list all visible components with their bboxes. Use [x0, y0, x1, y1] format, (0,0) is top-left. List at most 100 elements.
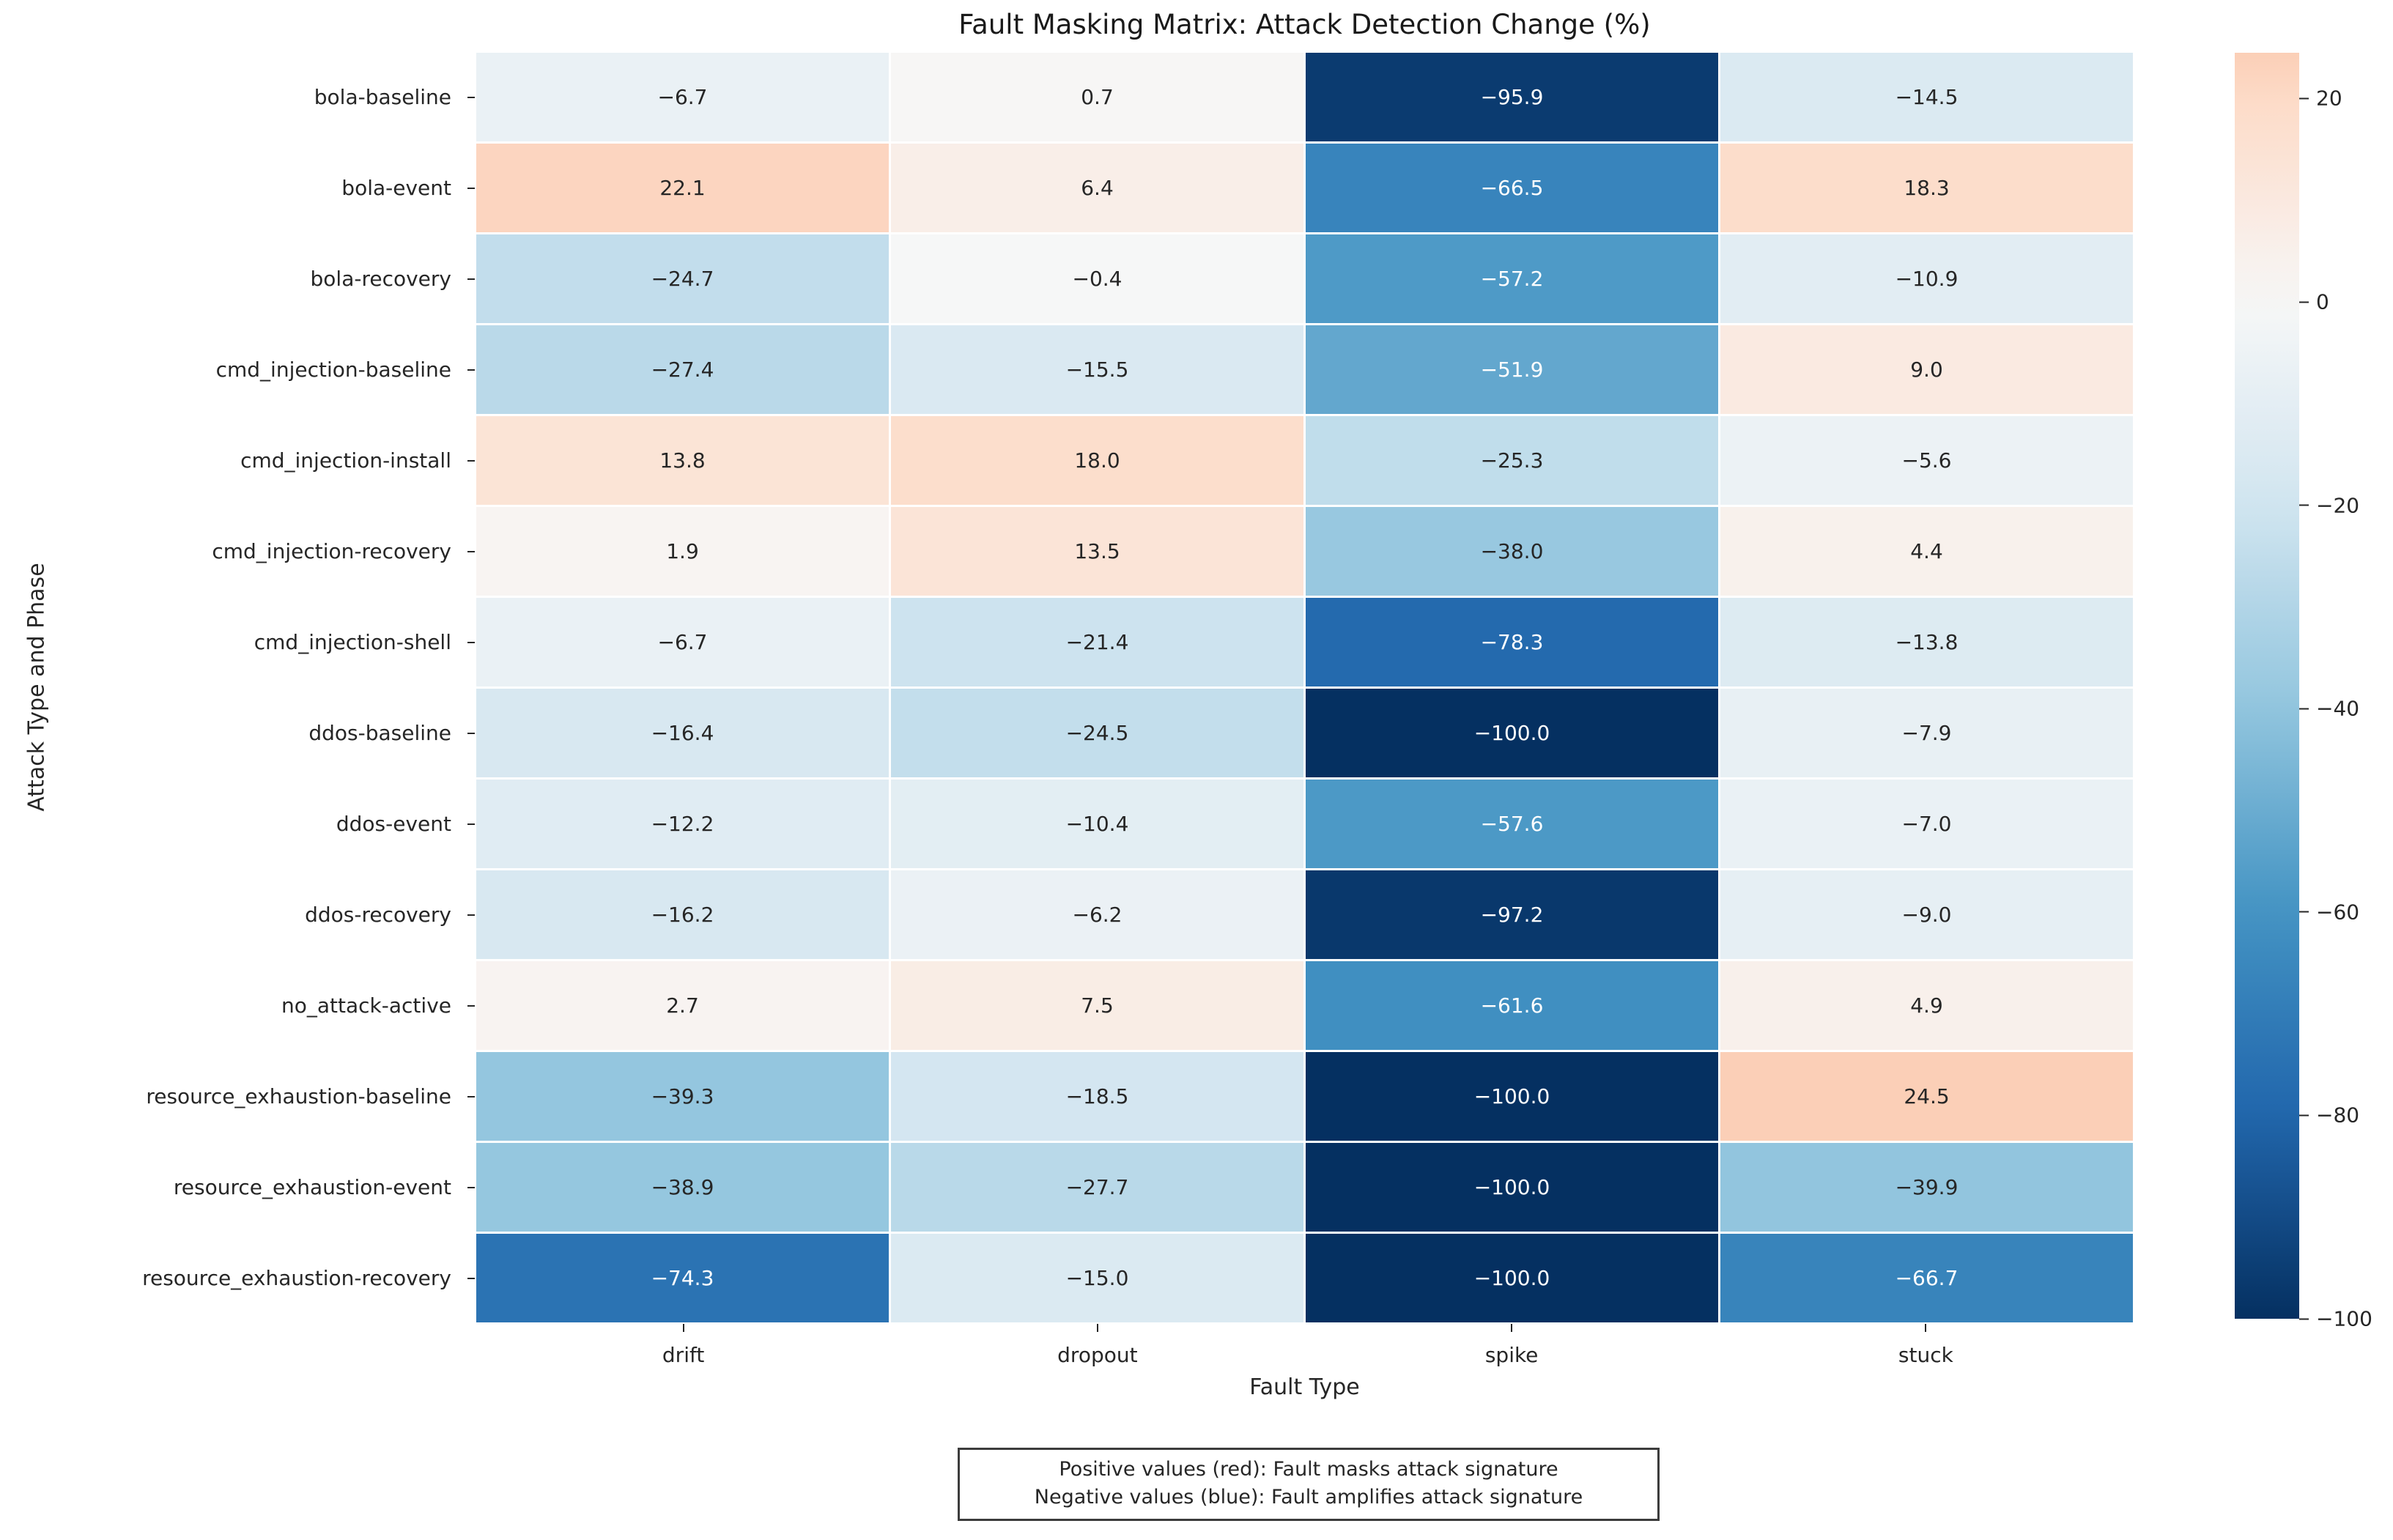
- y-tick-label: resource_exhaustion-event: [0, 1143, 475, 1232]
- heatmap-cell: −97.2: [1306, 870, 1718, 959]
- y-tick-label: ddos-recovery: [0, 870, 475, 959]
- colorbar-tick-mark: [2299, 708, 2309, 710]
- x-tick-labels: drift dropout spike stuck: [476, 1322, 2133, 1367]
- y-tick-mark: [467, 914, 475, 916]
- colorbar-tick-mark: [2299, 504, 2309, 506]
- y-tick-mark: [467, 369, 475, 371]
- colorbar-tick: 0: [2299, 290, 2329, 314]
- colorbar-tick: −100: [2299, 1307, 2372, 1331]
- heatmap-cell: 18.0: [891, 416, 1303, 505]
- heatmap-cell: −100.0: [1306, 689, 1718, 777]
- y-tick-mark: [467, 1186, 475, 1188]
- heatmap-cell: 22.1: [476, 144, 889, 232]
- heatmap-cell: −38.0: [1306, 507, 1718, 596]
- heatmap-cell: −57.6: [1306, 780, 1718, 868]
- y-tick-mark: [467, 823, 475, 825]
- heatmap-cell: −61.6: [1306, 961, 1718, 1050]
- heatmap-cell: −25.3: [1306, 416, 1718, 505]
- colorbar-tick-label: −100: [2316, 1306, 2372, 1331]
- y-tick-label: ddos-event: [0, 780, 475, 868]
- heatmap-cell: −27.7: [891, 1143, 1303, 1232]
- heatmap-cell: 18.3: [1720, 144, 2133, 232]
- x-tick-mark: [682, 1324, 684, 1332]
- colorbar-tick-label: 20: [2316, 86, 2342, 111]
- colorbar-tick-mark: [2299, 301, 2309, 303]
- colorbar-tick-mark: [2299, 911, 2309, 913]
- heatmap-cell: 1.9: [476, 507, 889, 596]
- heatmap-cell: −66.7: [1720, 1234, 2133, 1322]
- y-tick-mark: [467, 641, 475, 643]
- heatmap-cell: −10.4: [891, 780, 1303, 868]
- heatmap-cell: −7.9: [1720, 689, 2133, 777]
- heatmap-cell: 24.5: [1720, 1052, 2133, 1141]
- heatmap-cell: −13.8: [1720, 598, 2133, 686]
- heatmap-cell: 2.7: [476, 961, 889, 1050]
- x-tick-mark: [1096, 1324, 1098, 1332]
- y-tick-mark: [467, 732, 475, 734]
- colorbar-tick: −20: [2299, 493, 2359, 517]
- colorbar-tick: −80: [2299, 1103, 2359, 1128]
- y-tick-mark: [467, 459, 475, 462]
- heatmap-cell: −21.4: [891, 598, 1303, 686]
- colorbar-tick-mark: [2299, 1318, 2309, 1319]
- heatmap-cell: −10.9: [1720, 234, 2133, 323]
- colorbar-gradient: [2235, 53, 2299, 1319]
- heatmap-grid: −6.7 0.7 −95.9 −14.5 22.1 6.4 −66.5 18.3 −24.7 −0…: [476, 53, 2133, 1322]
- heatmap-cell: −57.2: [1306, 234, 1718, 323]
- colorbar-tick-label: −80: [2316, 1103, 2360, 1128]
- y-tick-label: bola-event: [0, 144, 475, 232]
- y-tick-mark: [467, 1004, 475, 1007]
- x-tick-label: dropout: [890, 1322, 1304, 1367]
- x-tick-label: spike: [1305, 1322, 1719, 1367]
- x-tick-label: stuck: [1719, 1322, 2133, 1367]
- y-tick-label: ddos-baseline: [0, 689, 475, 777]
- y-tick-mark: [467, 550, 475, 552]
- colorbar: 20 0 −20 −40 −60 −80 −100: [2235, 53, 2372, 1331]
- heatmap-cell: −39.3: [476, 1052, 889, 1141]
- colorbar-tick-label: −20: [2316, 493, 2360, 518]
- x-axis-label: Fault Type: [1249, 1374, 1360, 1400]
- y-tick-label: resource_exhaustion-recovery: [0, 1234, 475, 1322]
- heatmap-cell: −95.9: [1306, 53, 1718, 141]
- heatmap-cell: −14.5: [1720, 53, 2133, 141]
- y-tick-label: no_attack-active: [0, 961, 475, 1050]
- y-tick-label: resource_exhaustion-baseline: [0, 1052, 475, 1141]
- y-tick-labels: bola-baseline bola-event bola-recovery cmd_…: [0, 53, 475, 1322]
- heatmap-cell: −74.3: [476, 1234, 889, 1322]
- y-tick-label: bola-recovery: [0, 234, 475, 323]
- heatmap-cell: 13.8: [476, 416, 889, 505]
- y-tick-mark: [467, 1095, 475, 1097]
- heatmap-cell: −12.2: [476, 780, 889, 868]
- heatmap-cell: −39.9: [1720, 1143, 2133, 1232]
- heatmap-cell: −15.5: [891, 325, 1303, 414]
- heatmap-cell: −16.4: [476, 689, 889, 777]
- heatmap-cell: 4.4: [1720, 507, 2133, 596]
- heatmap-cell: −66.5: [1306, 144, 1718, 232]
- heatmap-cell: −24.5: [891, 689, 1303, 777]
- heatmap-cell: −27.4: [476, 325, 889, 414]
- y-tick-mark: [467, 1277, 475, 1279]
- colorbar-tick: 20: [2299, 86, 2342, 111]
- y-tick-mark: [467, 187, 475, 189]
- note-box: Positive values (red): Fault masks attac…: [958, 1448, 1660, 1521]
- heatmap-cell: −24.7: [476, 234, 889, 323]
- heatmap-cell: −6.7: [476, 53, 889, 141]
- heatmap-cell: −100.0: [1306, 1143, 1718, 1232]
- heatmap-cell: 4.9: [1720, 961, 2133, 1050]
- colorbar-tick: −60: [2299, 900, 2359, 924]
- heatmap-cell: −16.2: [476, 870, 889, 959]
- y-tick-label: cmd_injection-recovery: [0, 507, 475, 596]
- colorbar-tick-label: 0: [2316, 289, 2329, 314]
- heatmap-cell: −15.0: [891, 1234, 1303, 1322]
- heatmap-cell: −100.0: [1306, 1234, 1718, 1322]
- note-line: Negative values (blue): Fault amplifies …: [1034, 1485, 1583, 1508]
- heatmap-cell: −78.3: [1306, 598, 1718, 686]
- heatmap-cell: −7.0: [1720, 780, 2133, 868]
- heatmap-cell: −5.6: [1720, 416, 2133, 505]
- heatmap-cell: 0.7: [891, 53, 1303, 141]
- x-tick-label: drift: [476, 1322, 890, 1367]
- heatmap-cell: −18.5: [891, 1052, 1303, 1141]
- heatmap-cell: −6.2: [891, 870, 1303, 959]
- heatmap-cell: 7.5: [891, 961, 1303, 1050]
